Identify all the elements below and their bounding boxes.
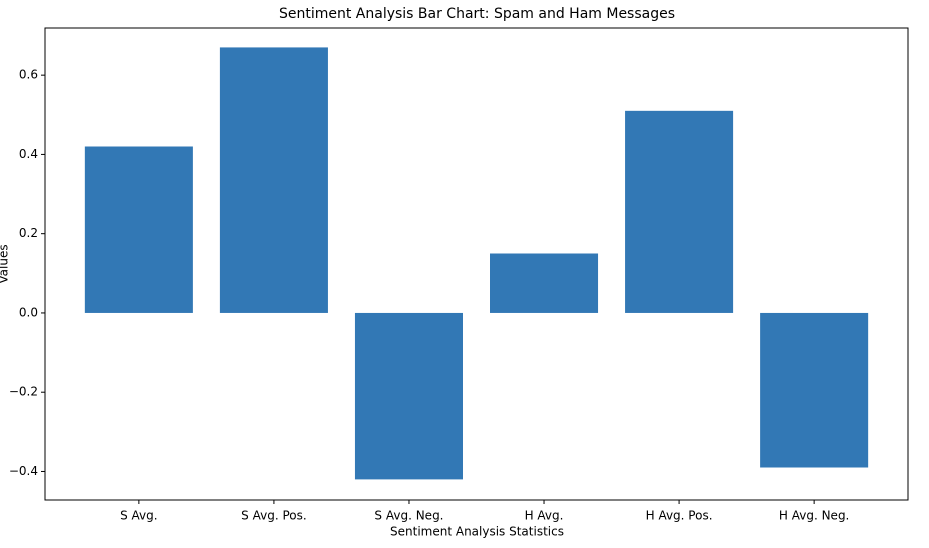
bar bbox=[354, 312, 463, 480]
bar bbox=[490, 253, 599, 313]
bar bbox=[219, 47, 328, 313]
plot-frame bbox=[44, 27, 909, 501]
chart-title: Sentiment Analysis Bar Chart: Spam and H… bbox=[279, 6, 675, 22]
bar bbox=[625, 110, 734, 313]
x-axis-label: Sentiment Analysis Statistics bbox=[390, 525, 564, 539]
x-tick-label: H Avg. Pos. bbox=[646, 509, 713, 523]
bar bbox=[760, 312, 869, 468]
y-tick-label: 0.4 bbox=[19, 147, 38, 161]
y-axis-label: Values bbox=[0, 244, 11, 283]
y-tick-label: 0.6 bbox=[19, 68, 38, 82]
y-tick-label: 0.2 bbox=[19, 226, 38, 240]
x-tick-label: H Avg. Neg. bbox=[779, 509, 849, 523]
y-tick-label: −0.4 bbox=[9, 464, 38, 478]
x-tick-label: H Avg. bbox=[525, 509, 564, 523]
x-tick-label: S Avg. Neg. bbox=[374, 509, 443, 523]
x-tick-label: S Avg. Pos. bbox=[241, 509, 307, 523]
y-tick-label: 0.0 bbox=[19, 305, 38, 319]
y-tick-label: −0.2 bbox=[9, 385, 38, 399]
bar bbox=[84, 146, 193, 313]
x-tick-label: S Avg. bbox=[120, 509, 157, 523]
